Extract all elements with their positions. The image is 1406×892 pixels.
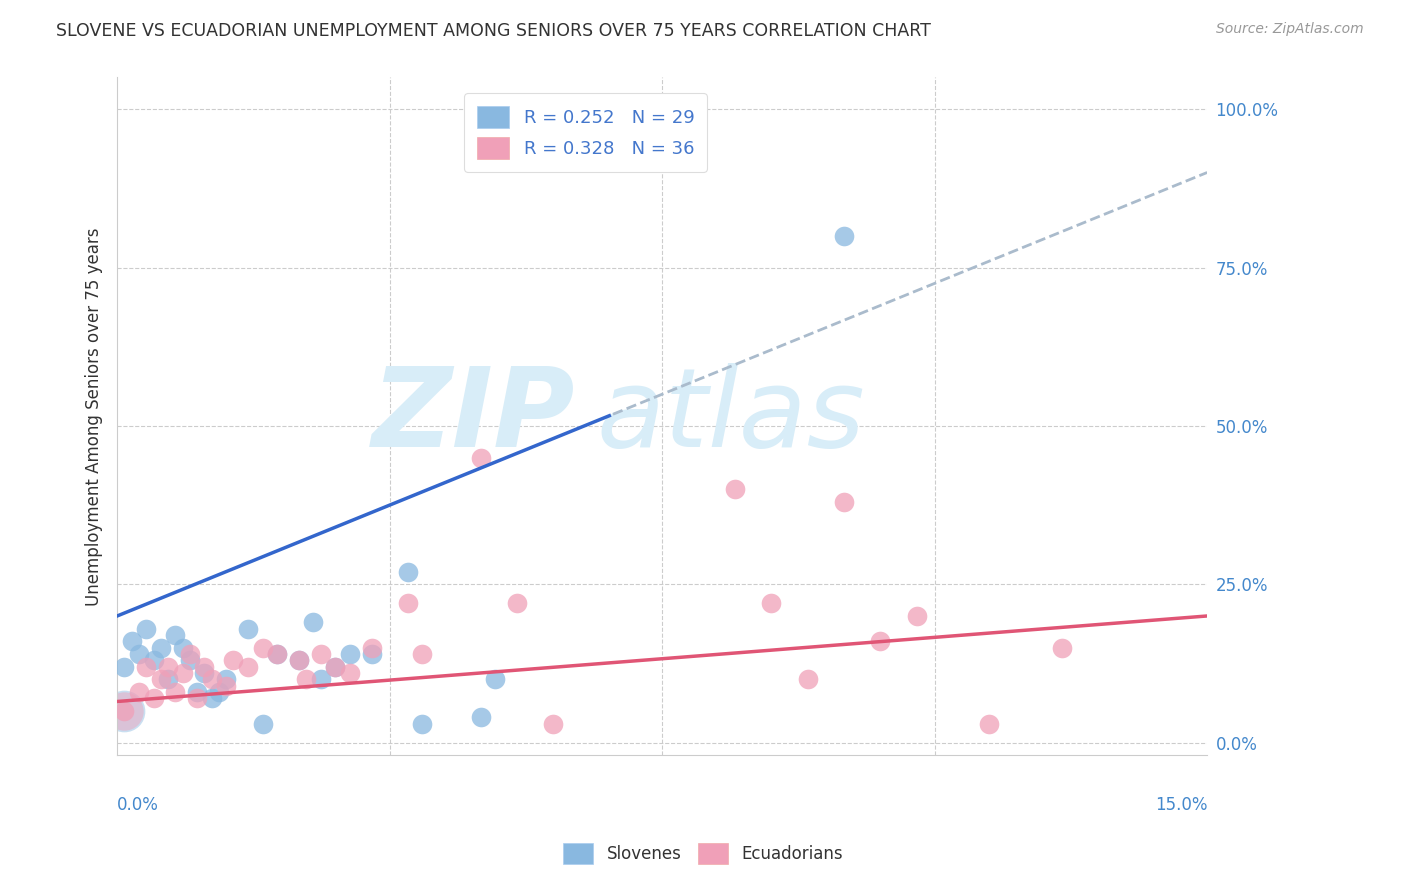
Point — [215, 673, 238, 687]
Point — [165, 685, 187, 699]
Point — [179, 653, 201, 667]
Point — [252, 716, 274, 731]
Point — [172, 665, 194, 680]
Point — [114, 704, 136, 718]
Point — [208, 685, 231, 699]
Point — [288, 653, 311, 667]
Point — [157, 659, 180, 673]
Point — [142, 691, 165, 706]
Point — [222, 653, 245, 667]
Point — [470, 450, 492, 465]
Point — [157, 673, 180, 687]
Point — [236, 622, 259, 636]
Point — [339, 665, 361, 680]
Point — [179, 647, 201, 661]
Point — [869, 634, 891, 648]
Point — [411, 716, 433, 731]
Point — [724, 482, 747, 496]
Point — [135, 659, 157, 673]
Point — [128, 647, 150, 661]
Point — [114, 704, 136, 718]
Point — [759, 596, 782, 610]
Point — [172, 640, 194, 655]
Point — [541, 716, 564, 731]
Legend: R = 0.252   N = 29, R = 0.328   N = 36: R = 0.252 N = 29, R = 0.328 N = 36 — [464, 94, 707, 171]
Point — [832, 228, 855, 243]
Point — [360, 640, 382, 655]
Point — [302, 615, 325, 630]
Point — [979, 716, 1001, 731]
Point — [121, 634, 143, 648]
Point — [266, 647, 288, 661]
Point — [142, 653, 165, 667]
Point — [288, 653, 311, 667]
Text: Source: ZipAtlas.com: Source: ZipAtlas.com — [1216, 22, 1364, 37]
Point — [323, 659, 346, 673]
Point — [201, 691, 224, 706]
Point — [295, 673, 318, 687]
Point — [266, 647, 288, 661]
Point — [114, 704, 136, 718]
Point — [114, 659, 136, 673]
Point — [309, 647, 332, 661]
Point — [360, 647, 382, 661]
Point — [396, 596, 419, 610]
Point — [309, 673, 332, 687]
Text: ZIP: ZIP — [371, 363, 575, 470]
Point — [411, 647, 433, 661]
Point — [149, 640, 172, 655]
Point — [135, 622, 157, 636]
Text: atlas: atlas — [596, 363, 866, 470]
Point — [186, 685, 208, 699]
Point — [323, 659, 346, 673]
Point — [506, 596, 529, 610]
Point — [236, 659, 259, 673]
Point — [128, 685, 150, 699]
Text: 0.0%: 0.0% — [117, 796, 159, 814]
Text: SLOVENE VS ECUADORIAN UNEMPLOYMENT AMONG SENIORS OVER 75 YEARS CORRELATION CHART: SLOVENE VS ECUADORIAN UNEMPLOYMENT AMONG… — [56, 22, 931, 40]
Point — [186, 691, 208, 706]
Point — [193, 659, 215, 673]
Point — [215, 679, 238, 693]
Point — [796, 673, 818, 687]
Point — [832, 495, 855, 509]
Legend: Slovenes, Ecuadorians: Slovenes, Ecuadorians — [557, 837, 849, 871]
Point — [905, 609, 928, 624]
Text: 15.0%: 15.0% — [1154, 796, 1208, 814]
Point — [396, 565, 419, 579]
Point — [165, 628, 187, 642]
Point — [470, 710, 492, 724]
Point — [484, 673, 506, 687]
Point — [193, 665, 215, 680]
Point — [339, 647, 361, 661]
Point — [149, 673, 172, 687]
Point — [201, 673, 224, 687]
Y-axis label: Unemployment Among Seniors over 75 years: Unemployment Among Seniors over 75 years — [86, 227, 103, 606]
Point — [252, 640, 274, 655]
Point — [1050, 640, 1073, 655]
